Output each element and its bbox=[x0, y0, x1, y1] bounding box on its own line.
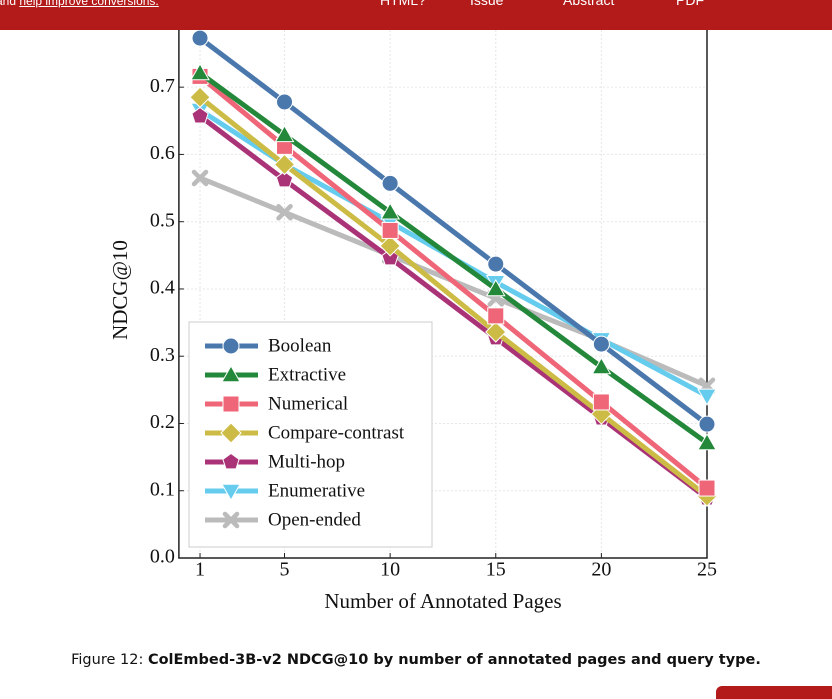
marker bbox=[222, 395, 240, 413]
marker bbox=[381, 174, 399, 192]
series-line bbox=[198, 71, 709, 446]
legend-label: Multi-hop bbox=[268, 451, 345, 472]
marker bbox=[191, 106, 209, 124]
marker bbox=[698, 415, 716, 433]
series-line bbox=[198, 36, 709, 427]
caption-label: Figure 12: bbox=[71, 652, 148, 668]
marker bbox=[697, 388, 717, 406]
axis-spine bbox=[178, 30, 708, 559]
x-tick-label: 15 bbox=[486, 559, 506, 581]
series bbox=[191, 67, 716, 497]
marker bbox=[191, 169, 209, 187]
marker bbox=[697, 432, 717, 451]
marker bbox=[189, 86, 211, 108]
series bbox=[191, 29, 716, 433]
marker bbox=[275, 170, 294, 188]
y-tick-label: 0.3 bbox=[150, 344, 175, 366]
marker bbox=[592, 393, 610, 411]
marker bbox=[276, 204, 293, 221]
y-tick-label: 0.1 bbox=[150, 478, 175, 500]
legend-label: Numerical bbox=[268, 393, 348, 414]
legend-label: Open-ended bbox=[268, 509, 361, 530]
x-axis-label: Number of Annotated Pages bbox=[324, 589, 561, 613]
y-axis-label: NDCG@10 bbox=[108, 240, 132, 340]
y-tick-label: 0.2 bbox=[150, 411, 175, 433]
note-link[interactable]: help improve conversions. bbox=[19, 0, 159, 8]
y-tick-label: 0.0 bbox=[150, 546, 175, 568]
marker bbox=[191, 29, 209, 47]
marker bbox=[485, 321, 507, 343]
x-tick-label: 10 bbox=[380, 559, 400, 581]
legend-label: Extractive bbox=[268, 364, 346, 385]
marker bbox=[222, 452, 240, 470]
y-tick-label: 0.7 bbox=[150, 75, 175, 97]
legend-label: Compare-contrast bbox=[268, 422, 405, 443]
marker bbox=[220, 422, 242, 444]
banner-note: and help improve conversions. bbox=[0, 0, 159, 8]
caption: Figure 12: ColEmbed-3B-v2 NDCG@10 by num… bbox=[0, 652, 832, 668]
y-tick-label: 0.4 bbox=[150, 277, 175, 299]
marker bbox=[221, 364, 241, 383]
marker bbox=[274, 124, 295, 143]
marker bbox=[487, 307, 505, 325]
marker bbox=[485, 278, 506, 297]
marker bbox=[698, 479, 716, 497]
series-line bbox=[198, 114, 709, 501]
marker bbox=[380, 202, 401, 220]
button[interactable] bbox=[716, 686, 832, 699]
y-tick-label: 0.6 bbox=[150, 142, 175, 164]
series-line bbox=[198, 95, 709, 499]
marker bbox=[592, 335, 610, 353]
x-tick-label: 20 bbox=[591, 559, 611, 581]
top-bar: and help improve conversions. HTML? Issu… bbox=[0, 0, 832, 30]
y-tick-label: 0.5 bbox=[150, 209, 175, 231]
note: and bbox=[0, 0, 17, 8]
x-tick-label: 1 bbox=[195, 559, 205, 581]
marker bbox=[221, 483, 241, 502]
nav-item[interactable]: HTML? bbox=[380, 0, 426, 8]
series-line bbox=[198, 74, 709, 490]
marker bbox=[273, 153, 296, 176]
nav-item[interactable]: PDF bbox=[676, 0, 704, 8]
marker bbox=[379, 235, 401, 257]
marker bbox=[487, 255, 505, 273]
marker bbox=[276, 93, 294, 111]
legend-label: Boolean bbox=[268, 335, 332, 356]
series bbox=[190, 63, 717, 451]
marker bbox=[381, 221, 399, 239]
nav-item[interactable]: Abstract bbox=[563, 0, 615, 8]
x-tick-label: 5 bbox=[280, 559, 290, 581]
marker bbox=[190, 63, 210, 81]
legend-label: Enumerative bbox=[268, 480, 365, 501]
nav-item[interactable]: Issue bbox=[470, 0, 504, 8]
marker bbox=[222, 511, 240, 529]
caption-text: ColEmbed-3B-v2 NDCG@10 by number of anno… bbox=[147, 652, 761, 668]
x-tick-label: 25 bbox=[697, 559, 717, 581]
marker bbox=[591, 356, 612, 375]
marker bbox=[222, 337, 240, 355]
